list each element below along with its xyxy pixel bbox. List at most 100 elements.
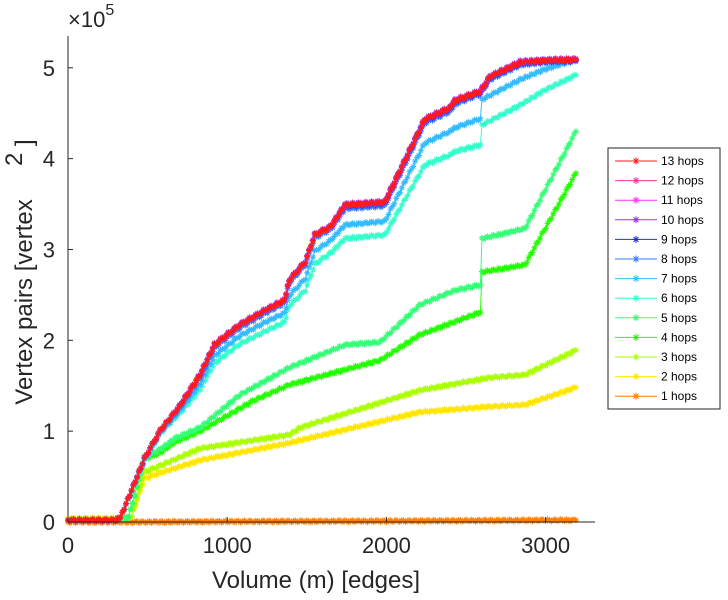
data-point: [338, 343, 345, 350]
data-point: [166, 467, 173, 474]
data-point: [191, 394, 198, 401]
data-point: [268, 388, 275, 395]
data-point: [207, 367, 214, 374]
data-point: [236, 322, 243, 329]
data-point: [282, 440, 289, 447]
data-point: [231, 409, 238, 416]
data-point: [415, 152, 422, 159]
data-point: [571, 55, 578, 62]
data-point: [382, 333, 389, 340]
data-point: [423, 162, 430, 169]
data-point: [541, 87, 548, 94]
y-axis-title-superscript: 2: [1, 153, 28, 166]
data-point: [433, 407, 440, 414]
x-ticks: 0 1000 2000 3000: [62, 517, 570, 558]
data-point: [139, 460, 146, 467]
data-point: [157, 461, 164, 468]
data-point: [569, 135, 576, 142]
y-axis-title-text: Vertex pairs [vertex: [11, 199, 38, 404]
data-point: [324, 372, 331, 379]
data-point: [490, 231, 497, 238]
series-7-hops: [65, 56, 579, 525]
legend-item: 1 hops: [615, 389, 697, 403]
data-point: [217, 336, 224, 343]
data-point: [555, 201, 562, 208]
data-point: [467, 92, 474, 99]
data-point: [383, 196, 390, 203]
data-point: [561, 389, 568, 396]
data-point: [235, 405, 242, 412]
data-point: [571, 516, 578, 523]
data-point: [209, 363, 216, 370]
data-point: [250, 335, 257, 342]
data-point: [490, 374, 497, 381]
data-point: [284, 364, 291, 371]
data-point: [261, 379, 268, 386]
legend-label: 6 hops: [661, 291, 697, 305]
data-point: [393, 211, 400, 218]
data-point: [327, 222, 334, 229]
legend-marker-icon: [632, 275, 640, 283]
data-point: [379, 199, 386, 206]
data-point: [147, 444, 154, 451]
data-point: [391, 216, 398, 223]
data-point: [365, 420, 372, 427]
data-point: [157, 449, 164, 456]
data-point: [569, 56, 576, 63]
data-point: [453, 148, 460, 155]
data-point: [563, 186, 570, 193]
data-point: [175, 438, 182, 445]
data-point: [546, 83, 553, 90]
data-point: [477, 115, 484, 122]
data-point: [283, 314, 290, 321]
data-point: [475, 405, 482, 412]
data-point: [463, 284, 470, 291]
data-point: [138, 518, 145, 525]
legend: 13 hops 12 hops 11 hops 10 hops 9 hops 8 hops…: [607, 147, 721, 410]
data-point: [415, 173, 422, 180]
data-point: [397, 189, 403, 196]
data-point: [322, 517, 329, 524]
data-point: [87, 517, 94, 524]
data-point: [341, 517, 348, 524]
data-point: [398, 163, 405, 170]
data-point: [360, 200, 367, 207]
data-point: [163, 467, 170, 474]
data-point: [323, 226, 330, 233]
legend-item: 6 hops: [615, 291, 697, 305]
data-point: [180, 407, 187, 414]
data-point: [537, 197, 544, 204]
data-point: [139, 475, 146, 482]
data-point: [302, 276, 309, 283]
data-point: [365, 359, 372, 366]
data-point: [332, 346, 339, 353]
data-point: [467, 377, 474, 384]
data-point: [267, 444, 274, 451]
data-point: [538, 192, 545, 199]
data-point: [293, 427, 300, 434]
data-point: [411, 516, 418, 523]
data-point: [398, 184, 405, 191]
data-point: [524, 97, 531, 104]
data-point: [329, 415, 336, 422]
data-point: [281, 309, 288, 316]
data-point: [392, 414, 399, 421]
data-point: [402, 156, 409, 163]
data-point: [309, 254, 316, 261]
data-point: [204, 367, 211, 374]
data-point: [486, 234, 493, 241]
data-point: [385, 225, 392, 232]
data-point: [442, 517, 449, 524]
data-point: [178, 454, 185, 461]
data-point: [268, 315, 275, 322]
data-point: [121, 506, 128, 513]
data-point: [398, 201, 405, 208]
data-point: [546, 392, 553, 399]
data-point: [380, 336, 387, 343]
data-point: [128, 513, 135, 520]
data-point: [539, 87, 546, 94]
data-point: [539, 66, 546, 73]
data-point: [246, 385, 253, 392]
data-point: [559, 194, 566, 201]
data-point: [259, 444, 266, 451]
